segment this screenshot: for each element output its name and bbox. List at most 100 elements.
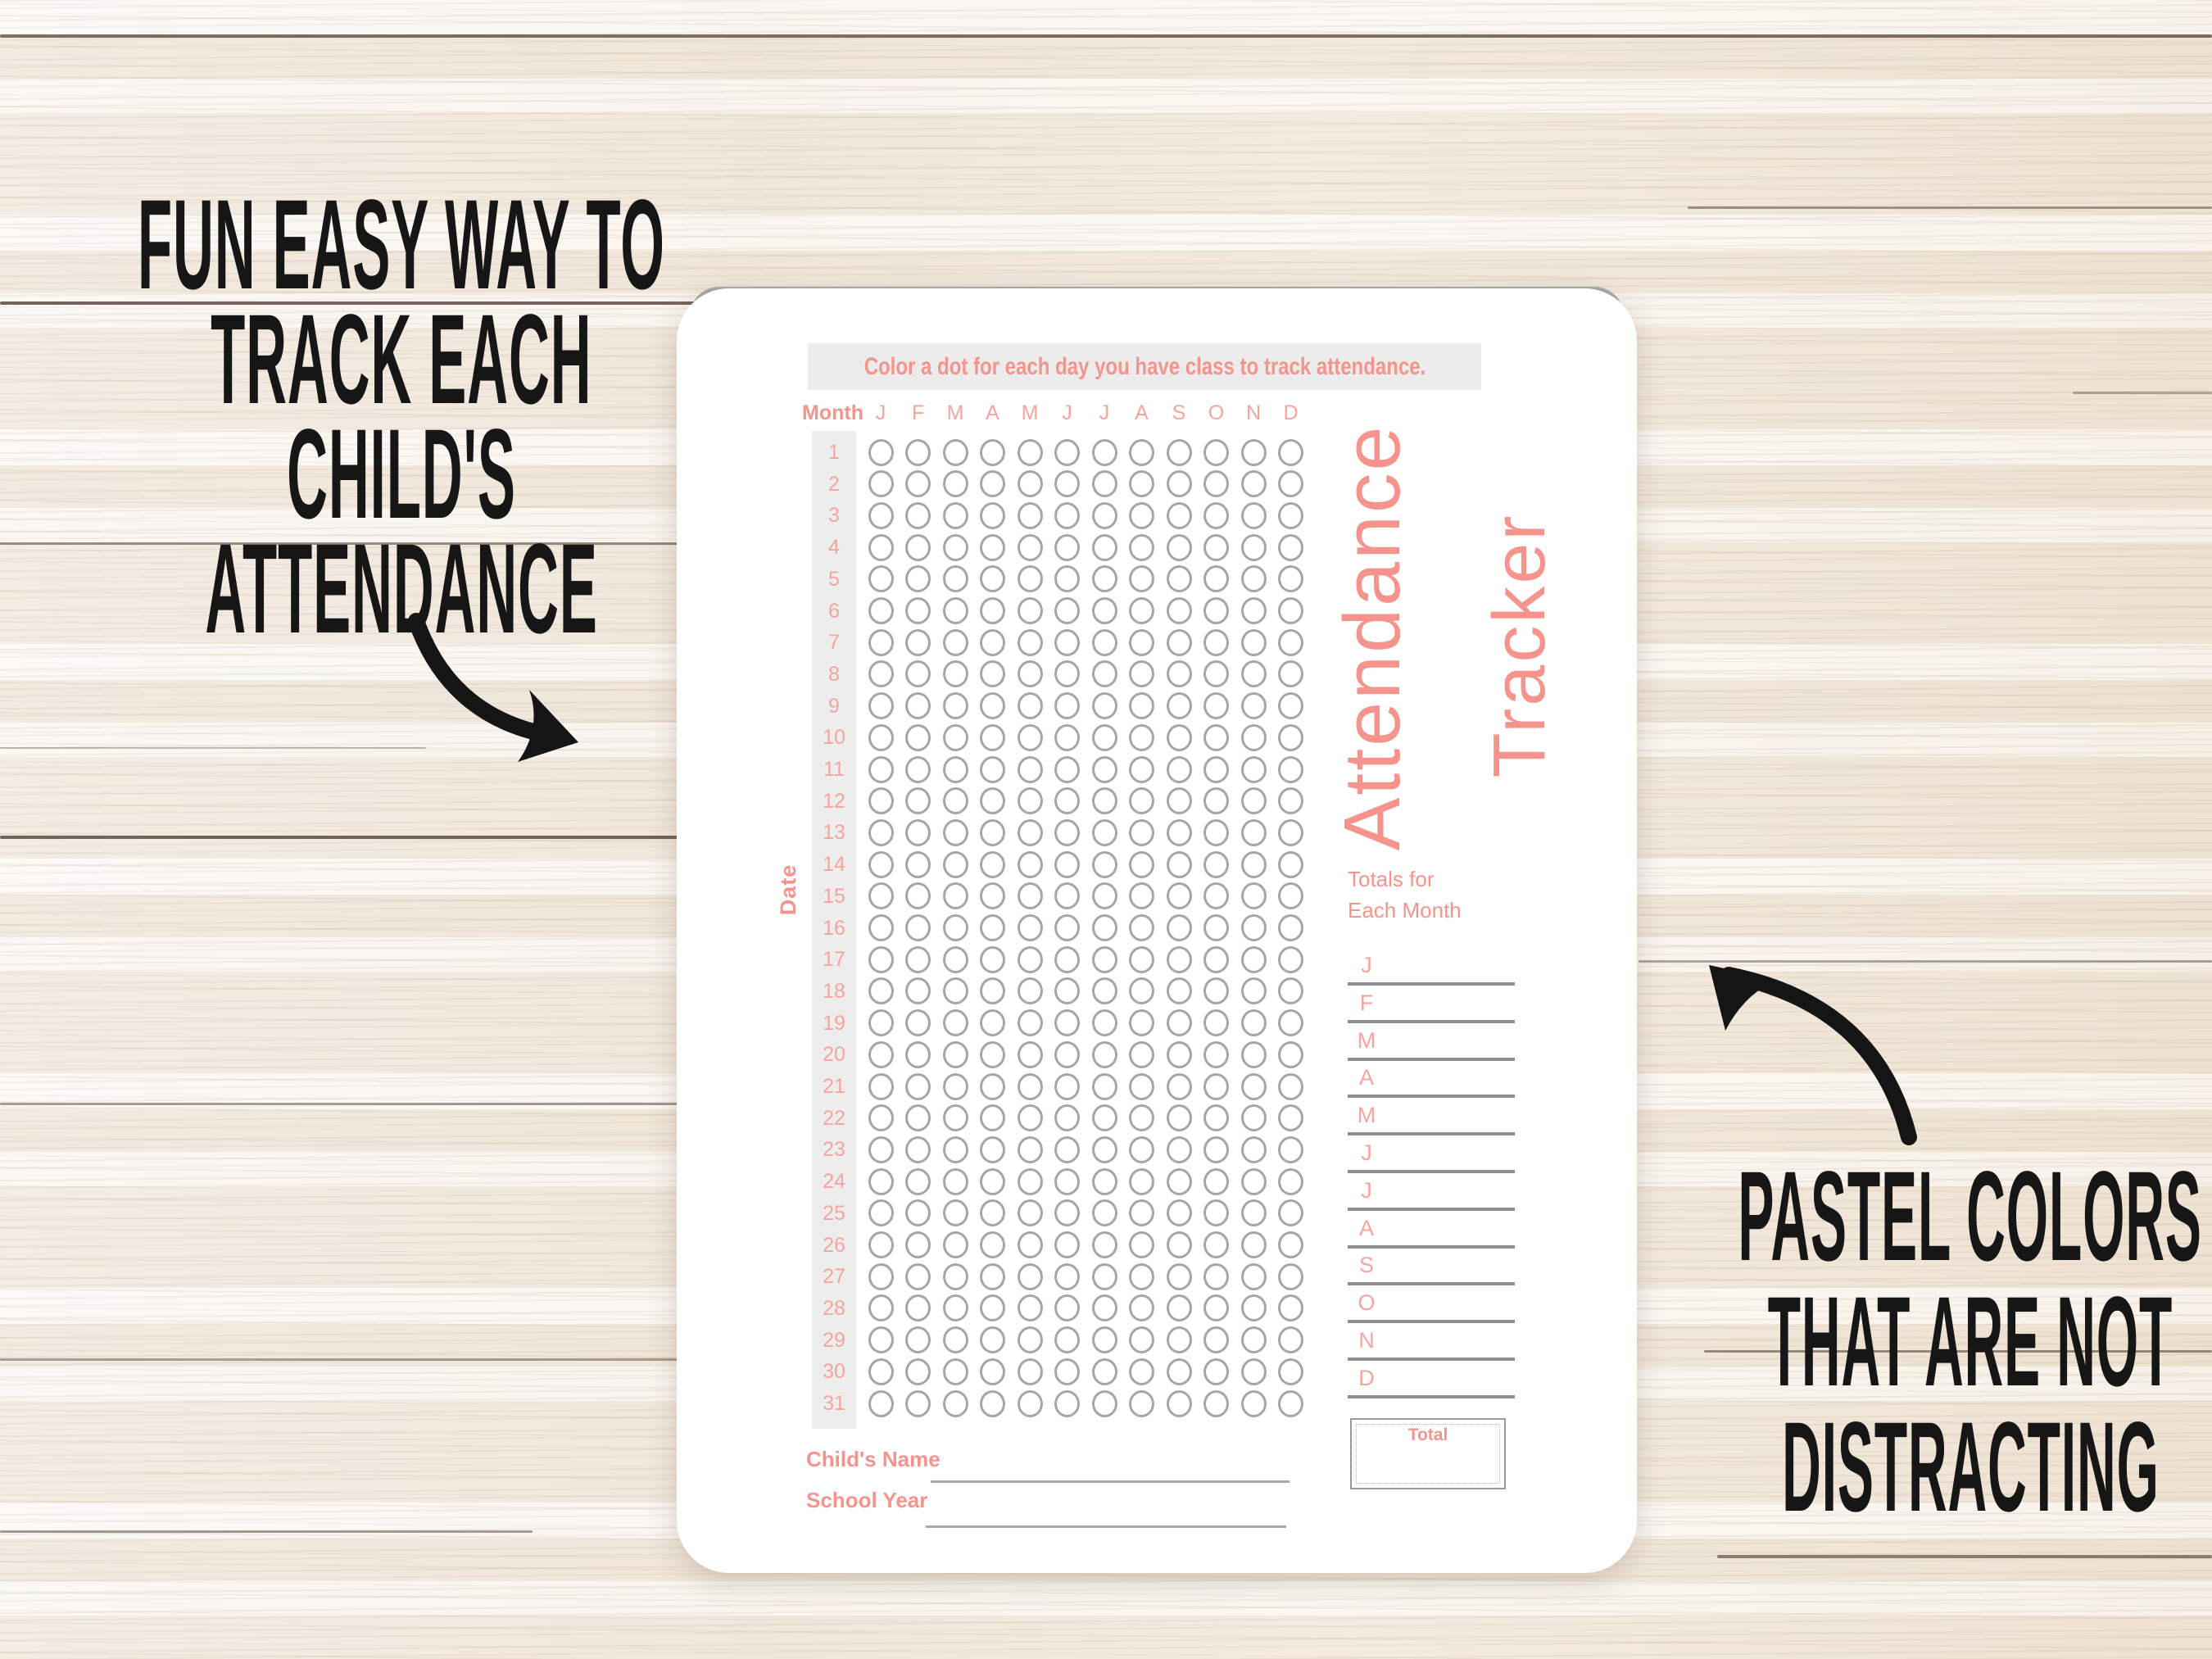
attendance-dot[interactable] (1091, 1262, 1117, 1290)
attendance-dot[interactable] (1240, 692, 1267, 720)
attendance-dot[interactable] (1017, 501, 1043, 529)
attendance-dot[interactable] (1129, 1104, 1154, 1132)
attendance-dot[interactable] (1240, 850, 1267, 878)
attendance-dot[interactable] (1240, 1040, 1267, 1068)
attendance-dot[interactable] (905, 882, 931, 910)
attendance-dot[interactable] (1017, 1294, 1043, 1322)
attendance-dot[interactable] (1091, 1326, 1117, 1354)
attendance-dot[interactable] (1166, 1199, 1192, 1227)
attendance-dot[interactable] (905, 1358, 931, 1385)
attendance-dot[interactable] (942, 1040, 968, 1068)
attendance-dot[interactable] (868, 818, 894, 846)
attendance-dot[interactable] (905, 723, 931, 751)
attendance-dot[interactable] (1278, 1072, 1303, 1100)
attendance-dot[interactable] (905, 818, 931, 846)
attendance-dot[interactable] (942, 1167, 968, 1195)
attendance-dot[interactable] (1017, 470, 1043, 498)
attendance-dot[interactable] (1091, 1199, 1117, 1227)
attendance-dot[interactable] (1129, 438, 1154, 466)
attendance-dot[interactable] (1054, 755, 1080, 783)
attendance-dot[interactable] (1091, 628, 1117, 656)
attendance-dot[interactable] (1166, 1262, 1192, 1290)
attendance-dot[interactable] (1129, 1009, 1154, 1037)
attendance-dot[interactable] (980, 565, 1005, 593)
attendance-dot[interactable] (1054, 628, 1080, 656)
attendance-dot[interactable] (942, 1231, 968, 1258)
attendance-dot[interactable] (1091, 1040, 1117, 1068)
attendance-dot[interactable] (868, 1135, 894, 1163)
attendance-dot[interactable] (1091, 882, 1117, 910)
attendance-dot[interactable] (868, 1389, 894, 1417)
attendance-dot[interactable] (942, 1358, 968, 1385)
attendance-dot[interactable] (1054, 1326, 1080, 1354)
attendance-dot[interactable] (1129, 1358, 1154, 1385)
attendance-dot[interactable] (1091, 1072, 1117, 1100)
attendance-dot[interactable] (1203, 692, 1229, 720)
attendance-dot[interactable] (1054, 1199, 1080, 1227)
attendance-dot[interactable] (905, 1009, 931, 1037)
attendance-dot[interactable] (1091, 723, 1117, 751)
attendance-dot[interactable] (1203, 914, 1229, 941)
attendance-dot[interactable] (942, 565, 968, 593)
attendance-dot[interactable] (1240, 1358, 1267, 1385)
attendance-dot[interactable] (1017, 1199, 1043, 1227)
attendance-dot[interactable] (1166, 818, 1192, 846)
attendance-dot[interactable] (1129, 1199, 1154, 1227)
attendance-dot[interactable] (1054, 501, 1080, 529)
attendance-dot[interactable] (1278, 628, 1303, 656)
attendance-dot[interactable] (1278, 850, 1303, 878)
attendance-dot[interactable] (1017, 1009, 1043, 1037)
attendance-dot[interactable] (1054, 438, 1080, 466)
attendance-dot[interactable] (1203, 1104, 1229, 1132)
monthly-total-line[interactable] (1348, 1132, 1515, 1136)
attendance-dot[interactable] (868, 1009, 894, 1037)
attendance-dot[interactable] (1129, 882, 1154, 910)
attendance-dot[interactable] (868, 945, 894, 973)
attendance-dot[interactable] (905, 945, 931, 973)
attendance-dot[interactable] (868, 501, 894, 529)
attendance-dot[interactable] (1278, 977, 1303, 1005)
attendance-dot[interactable] (1017, 945, 1043, 973)
attendance-dot[interactable] (1166, 1040, 1192, 1068)
attendance-dot[interactable] (942, 882, 968, 910)
attendance-dot[interactable] (1091, 1135, 1117, 1163)
attendance-dot[interactable] (1203, 628, 1229, 656)
attendance-dot[interactable] (868, 1358, 894, 1385)
attendance-dot[interactable] (868, 660, 894, 688)
attendance-dot[interactable] (1129, 787, 1154, 815)
attendance-dot[interactable] (942, 850, 968, 878)
attendance-dot[interactable] (1278, 470, 1303, 498)
attendance-dot[interactable] (1278, 533, 1303, 561)
attendance-dot[interactable] (868, 470, 894, 498)
attendance-dot[interactable] (1091, 945, 1117, 973)
attendance-dot[interactable] (868, 1294, 894, 1322)
attendance-dot[interactable] (1129, 660, 1154, 688)
attendance-dot[interactable] (868, 438, 894, 466)
monthly-total-line[interactable] (1348, 1095, 1515, 1099)
attendance-dot[interactable] (980, 1389, 1005, 1417)
attendance-dot[interactable] (1166, 945, 1192, 973)
attendance-dot[interactable] (980, 1231, 1005, 1258)
monthly-total-line[interactable] (1348, 1207, 1515, 1211)
attendance-dot[interactable] (1017, 1326, 1043, 1354)
attendance-dot[interactable] (1203, 787, 1229, 815)
attendance-dot[interactable] (1166, 692, 1192, 720)
attendance-dot[interactable] (1054, 945, 1080, 973)
total-box[interactable]: Total (1350, 1418, 1506, 1489)
attendance-dot[interactable] (868, 565, 894, 593)
attendance-dot[interactable] (868, 1231, 894, 1258)
attendance-dot[interactable] (1203, 1009, 1229, 1037)
attendance-dot[interactable] (980, 723, 1005, 751)
attendance-dot[interactable] (905, 914, 931, 941)
attendance-dot[interactable] (942, 597, 968, 624)
attendance-dot[interactable] (980, 438, 1005, 466)
attendance-dot[interactable] (942, 1262, 968, 1290)
attendance-dot[interactable] (942, 501, 968, 529)
attendance-dot[interactable] (868, 723, 894, 751)
monthly-total-line[interactable] (1348, 1057, 1515, 1061)
attendance-dot[interactable] (868, 787, 894, 815)
attendance-dot[interactable] (980, 470, 1005, 498)
attendance-dot[interactable] (1129, 565, 1154, 593)
attendance-dot[interactable] (1240, 1294, 1267, 1322)
attendance-dot[interactable] (1091, 1167, 1117, 1195)
